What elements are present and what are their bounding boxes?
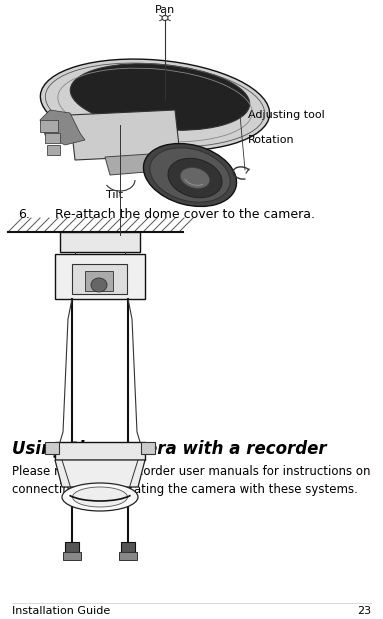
Bar: [121, 542, 135, 552]
Text: 6.: 6.: [18, 208, 30, 221]
Polygon shape: [70, 110, 180, 160]
Polygon shape: [55, 460, 145, 487]
Bar: [40, 120, 58, 132]
Text: Re-attach the dome cover to the camera.: Re-attach the dome cover to the camera.: [55, 208, 315, 221]
Ellipse shape: [180, 168, 210, 188]
Bar: [63, 552, 81, 560]
Text: Adjusting tool: Adjusting tool: [248, 110, 325, 120]
Bar: [60, 232, 140, 252]
Bar: [65, 542, 79, 552]
Bar: [85, 271, 113, 291]
Ellipse shape: [62, 483, 138, 511]
Ellipse shape: [150, 148, 230, 202]
Ellipse shape: [144, 144, 237, 207]
Text: 23: 23: [357, 606, 371, 616]
Bar: [55, 442, 145, 460]
Bar: [55, 254, 145, 299]
Text: Using the camera with a recorder: Using the camera with a recorder: [12, 440, 327, 458]
Bar: [47, 145, 60, 155]
Text: Pan: Pan: [155, 5, 175, 15]
Ellipse shape: [162, 15, 168, 20]
Text: Rotation: Rotation: [248, 135, 295, 145]
Bar: [45, 133, 60, 143]
Polygon shape: [105, 153, 170, 175]
Text: Please refer to the recorder user manuals for instructions on
connecting and ope: Please refer to the recorder user manual…: [12, 465, 370, 496]
Bar: [119, 552, 137, 560]
Ellipse shape: [72, 487, 128, 507]
Bar: [141, 442, 155, 454]
Ellipse shape: [40, 59, 270, 151]
Ellipse shape: [168, 158, 222, 197]
Ellipse shape: [91, 278, 107, 292]
Text: Installation Guide: Installation Guide: [12, 606, 110, 616]
Ellipse shape: [70, 64, 250, 131]
Text: Tilt: Tilt: [106, 190, 123, 200]
Bar: [45, 442, 59, 454]
Bar: [72, 264, 127, 294]
Polygon shape: [40, 110, 85, 145]
